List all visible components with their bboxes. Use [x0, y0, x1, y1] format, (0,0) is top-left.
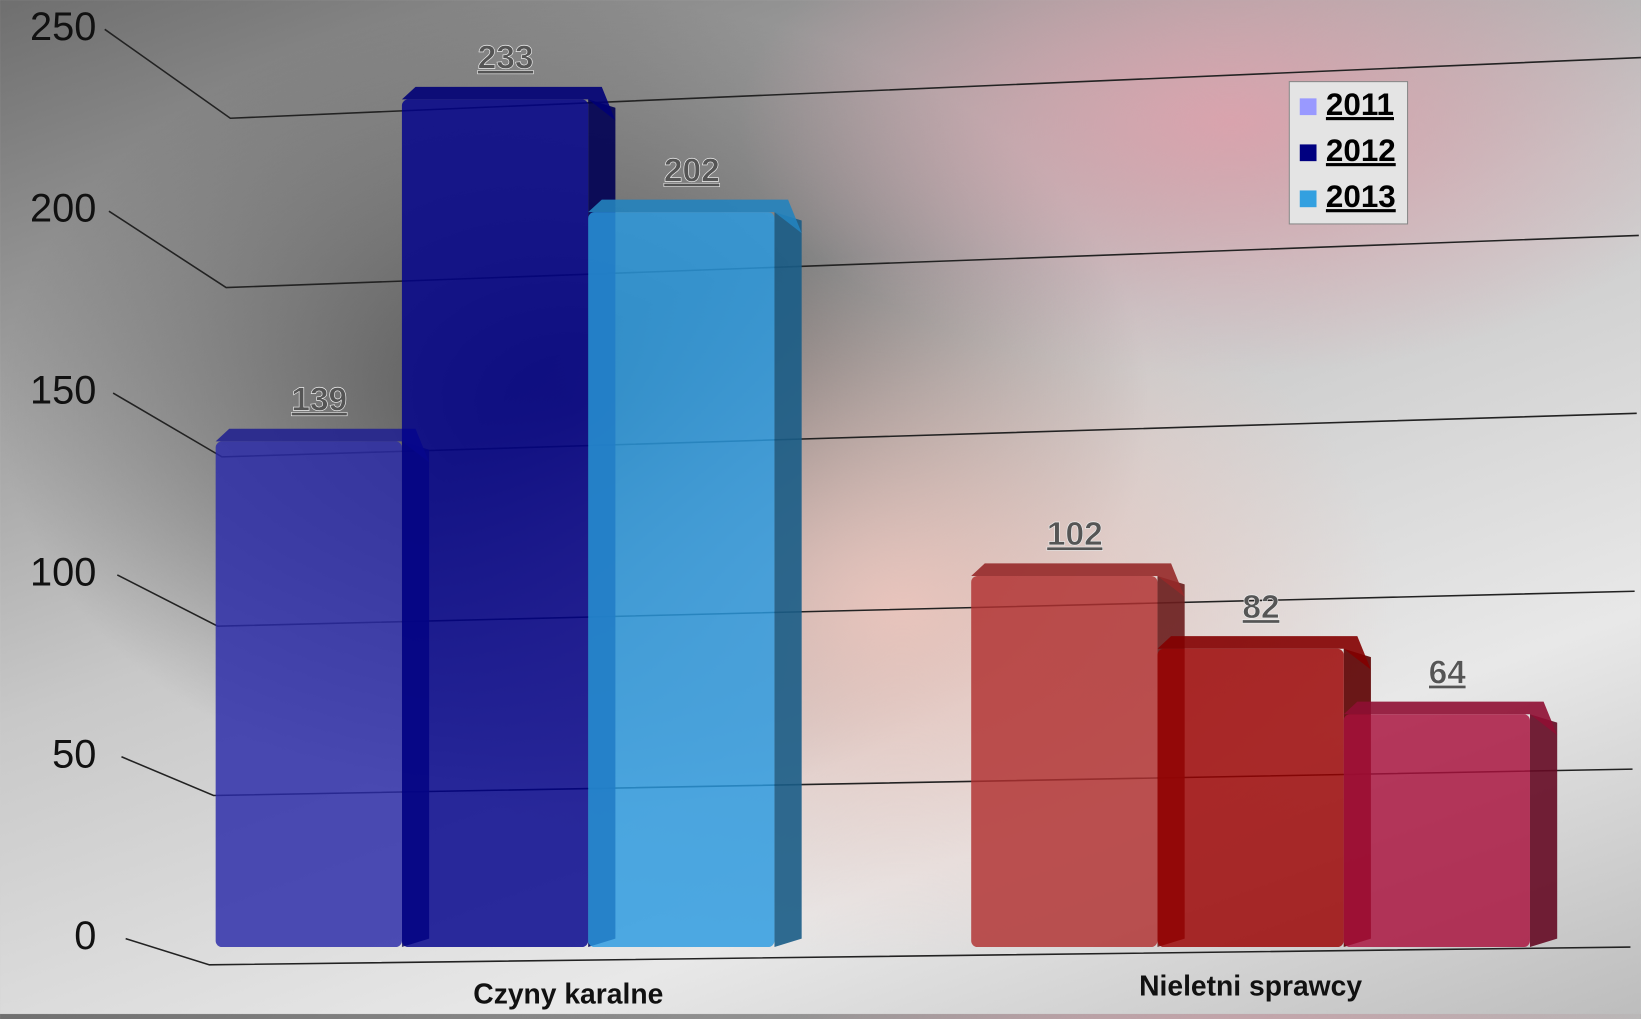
bar	[1157, 649, 1343, 947]
legend-label: 2011	[1326, 87, 1394, 122]
legend-swatch	[1300, 190, 1317, 207]
bar-side	[774, 212, 801, 947]
data-label: 82	[1242, 589, 1279, 626]
legend-label: 2013	[1326, 179, 1396, 214]
bar	[971, 576, 1157, 947]
y-tick-label: 0	[74, 914, 96, 958]
legend-label: 2012	[1326, 133, 1396, 168]
legend: 2011 2012 2013	[1289, 82, 1407, 224]
grid-line	[109, 211, 1639, 287]
data-label: 64	[1429, 654, 1467, 691]
chart: 0 50 100 150 200 250 Czyny karalne 139 233 202 Ni…	[0, 0, 1641, 1014]
legend-swatch	[1300, 98, 1317, 115]
x-tick-label: Czyny karalne	[473, 978, 663, 1010]
data-label: 202	[664, 152, 720, 189]
data-label: 139	[291, 381, 347, 418]
bar	[402, 99, 588, 947]
bar	[216, 441, 402, 947]
bar	[1344, 714, 1530, 947]
bar	[588, 212, 774, 947]
y-tick-label: 250	[30, 5, 96, 49]
data-label: 233	[478, 39, 534, 76]
data-label: 102	[1047, 516, 1103, 553]
y-tick-label: 50	[52, 732, 96, 776]
y-tick-label: 200	[30, 187, 96, 231]
bar-side	[1530, 714, 1557, 947]
x-tick-label: Nieletni sprawcy	[1139, 969, 1362, 1001]
y-tick-label: 100	[30, 550, 96, 594]
grid-line	[105, 29, 1641, 118]
legend-swatch	[1300, 144, 1317, 161]
page: 0 50 100 150 200 250 Czyny karalne 139 233 202 Ni…	[0, 0, 1641, 1014]
y-tick-label: 150	[30, 369, 96, 413]
